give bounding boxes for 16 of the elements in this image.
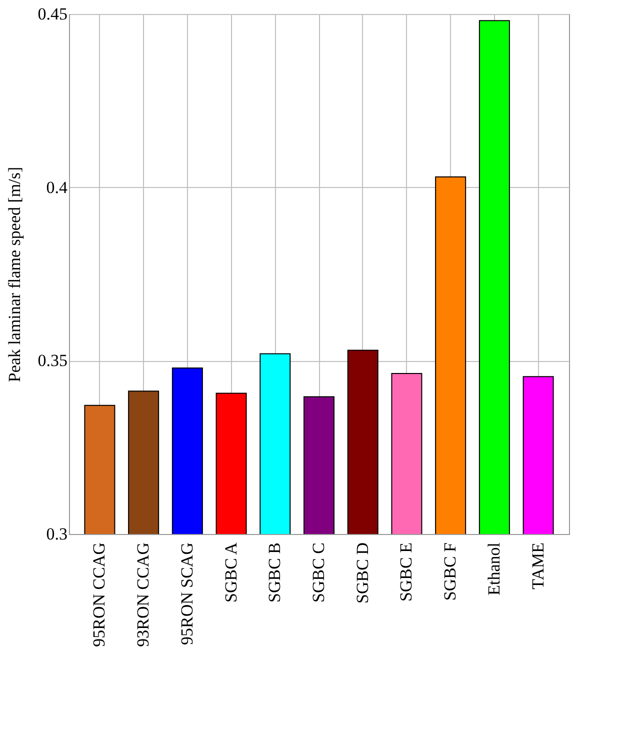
x-tick-label: 95RON CCAG	[90, 542, 109, 647]
x-tick-label: TAME	[528, 542, 548, 590]
y-axis-title: Peak laminar flame speed [m/s]	[4, 166, 24, 382]
x-tick-label: SGBC A	[221, 542, 240, 602]
y-tick-label: 0.4	[46, 178, 68, 197]
x-tick-label: SGBC C	[309, 542, 328, 602]
x-tick-label: SGBC B	[265, 542, 284, 602]
y-tick-label: 0.45	[38, 4, 68, 24]
x-tick-label: SGBC D	[352, 542, 372, 604]
x-tick-label: 95RON SCAG	[177, 542, 196, 645]
x-tick-label: SGBC E	[396, 542, 416, 602]
x-tick-label: SGBC F	[440, 542, 460, 601]
x-tick-label: 93RON CCAG	[134, 542, 153, 647]
x-tick-label: Ethanol	[484, 542, 504, 596]
y-tick-label: 0.35	[38, 351, 68, 370]
y-tick-label: 0.3	[46, 524, 68, 544]
